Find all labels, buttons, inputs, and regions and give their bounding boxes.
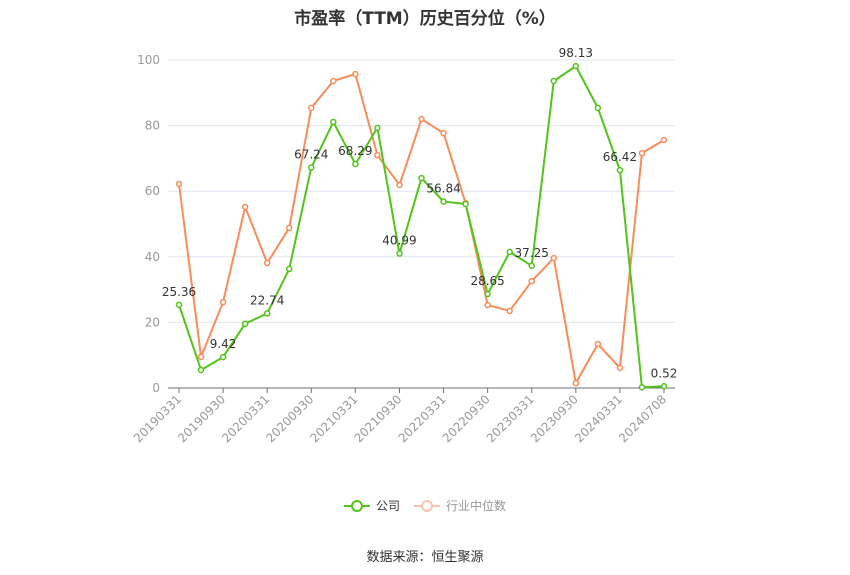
y-tick-label: 60: [145, 184, 160, 198]
data-label: 68.29: [338, 144, 372, 158]
data-point[interactable]: [594, 104, 602, 112]
data-point[interactable]: [440, 129, 447, 137]
data-point[interactable]: [241, 320, 249, 327]
data-point[interactable]: [506, 248, 513, 256]
data-point[interactable]: [616, 166, 624, 174]
data-point[interactable]: [219, 353, 227, 361]
data-point[interactable]: [330, 77, 337, 85]
data-label: 37.25: [515, 246, 549, 260]
data-point[interactable]: [572, 379, 580, 387]
data-point[interactable]: [263, 259, 271, 267]
data-point[interactable]: [462, 200, 469, 208]
x-tick-label: 20240708: [616, 392, 669, 445]
legend-item-industry-median[interactable]: 行业中位数: [414, 497, 506, 514]
data-point[interactable]: [396, 250, 403, 257]
data-point[interactable]: [660, 383, 668, 390]
y-tick-label: 100: [137, 53, 160, 67]
data-point[interactable]: [308, 164, 315, 171]
data-label: 28.65: [470, 274, 504, 288]
legend-label-company: 公司: [375, 499, 400, 513]
data-point[interactable]: [263, 310, 271, 317]
data-point[interactable]: [550, 254, 558, 262]
data-point[interactable]: [506, 307, 513, 315]
data-label: 40.99: [382, 234, 416, 248]
data-point[interactable]: [418, 115, 425, 123]
line-chart: 0204060801002019033120190930202003312020…: [131, 46, 678, 445]
data-point[interactable]: [638, 384, 646, 391]
data-point[interactable]: [241, 203, 249, 211]
data-point[interactable]: [285, 265, 293, 273]
legend-item-company[interactable]: 公司: [343, 497, 400, 514]
y-tick-label: 20: [145, 315, 160, 329]
chart-title: 市盈率（TTM）历史百分位（%）: [294, 9, 556, 29]
data-label: 0.52: [651, 366, 678, 380]
data-point[interactable]: [374, 151, 381, 159]
data-point[interactable]: [285, 224, 293, 232]
legend-company-icon: [343, 499, 370, 512]
data-point[interactable]: [638, 149, 646, 157]
data-point[interactable]: [197, 366, 205, 374]
data-point[interactable]: [528, 262, 535, 270]
y-tick-label: 80: [145, 119, 160, 133]
data-point[interactable]: [175, 180, 183, 188]
data-point[interactable]: [418, 174, 425, 182]
data-point[interactable]: [308, 104, 315, 112]
legend-industry-icon: [414, 499, 440, 512]
data-source: 数据来源：恒生聚源: [366, 550, 484, 565]
data-point[interactable]: [330, 118, 337, 126]
data-point[interactable]: [528, 277, 535, 285]
data-point[interactable]: [175, 301, 183, 309]
legend-label-industry-median: 行业中位数: [446, 499, 507, 513]
data-point[interactable]: [440, 198, 447, 205]
y-tick-label: 40: [145, 250, 160, 264]
data-point[interactable]: [484, 290, 491, 298]
data-point[interactable]: [550, 77, 558, 85]
data-label: 9.42: [210, 337, 237, 351]
data-label: 67.24: [294, 147, 328, 161]
data-label: 22.74: [250, 293, 284, 307]
data-point[interactable]: [572, 62, 580, 70]
data-point[interactable]: [484, 301, 491, 309]
data-point[interactable]: [352, 160, 359, 168]
data-point[interactable]: [374, 124, 381, 132]
data-label: 56.84: [426, 182, 460, 196]
company-line: [178, 65, 665, 389]
data-point[interactable]: [660, 136, 668, 144]
data-label: 98.13: [559, 46, 593, 60]
data-point[interactable]: [352, 70, 359, 78]
chart-legend: 公司 行业中位数: [0, 497, 850, 514]
data-point[interactable]: [219, 298, 227, 306]
data-point[interactable]: [197, 353, 205, 361]
data-label: 66.42: [603, 150, 637, 164]
y-tick-label: 0: [152, 381, 160, 395]
data-point[interactable]: [396, 181, 403, 189]
data-point[interactable]: [594, 340, 602, 348]
data-label: 25.36: [162, 285, 196, 299]
data-point[interactable]: [616, 364, 624, 372]
